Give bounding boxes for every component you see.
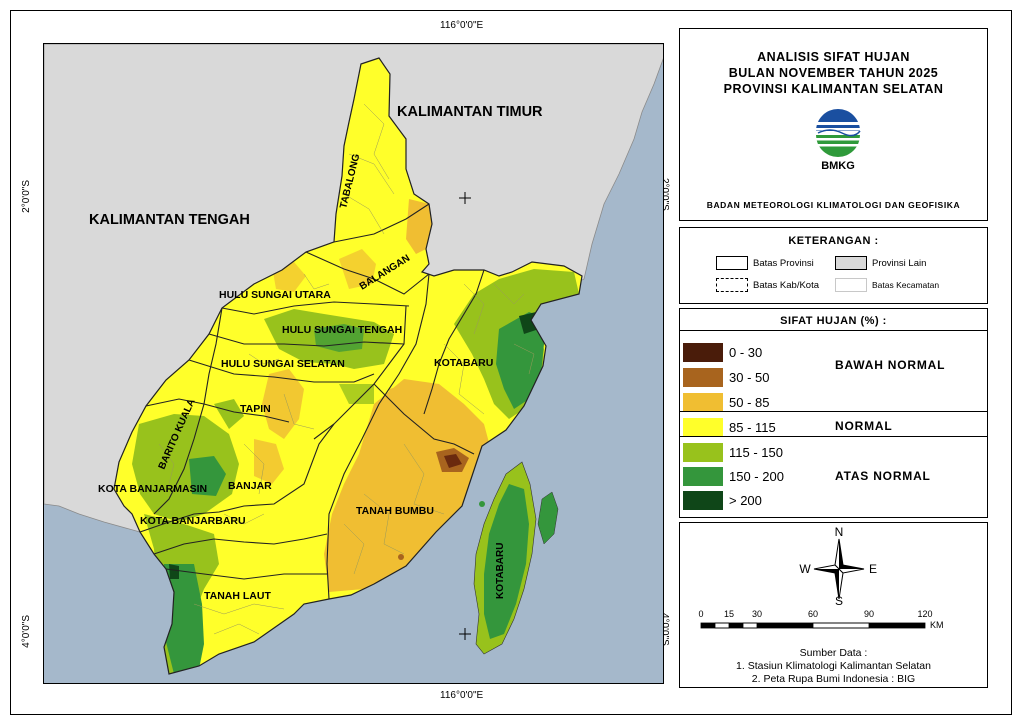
label-hulu-sungai-utara: HULU SUNGAI UTARA [219, 289, 331, 301]
scale-tick-label: 0 [698, 609, 703, 619]
batas-kecamatan-swatch [835, 278, 867, 292]
left-latitude-bottom-label: 4°0'0"S [21, 615, 32, 648]
title-panel: ANALISIS SIFAT HUJAN BULAN NOVEMBER TAHU… [679, 28, 988, 221]
scale-tick-label: 15 [724, 609, 734, 619]
legend-class-row: 0 - 30 [683, 341, 762, 363]
right-latitude-top-label: 2°0'0"S [659, 178, 670, 211]
district-boundaries [158, 103, 535, 635]
category-atas-normal: ATAS NORMAL [835, 469, 931, 483]
pulau-sebuku-island [537, 491, 559, 545]
sifat-hujan-title: SIFAT HUJAN (%) : [680, 309, 987, 331]
label-hulu-sungai-selatan: HULU SUNGAI SELATAN [221, 358, 345, 370]
legend-class-swatch [683, 417, 723, 437]
legend-class-label: 30 - 50 [729, 369, 770, 385]
label-tanah-laut: TANAH LAUT [204, 590, 271, 602]
map-title-line-3: PROVINSI KALIMANTAN SELATAN [723, 82, 944, 96]
legend-class-swatch [683, 367, 723, 387]
scale-unit: KM [930, 620, 944, 630]
sifat-hujan-panel: SIFAT HUJAN (%) : 0 - 30 30 - 50 50 - 85 85… [679, 308, 988, 518]
graticule-crosses [459, 192, 471, 640]
category-normal: NORMAL [835, 419, 893, 433]
pulau-laut-wet-zone [484, 484, 529, 639]
source-title: Sumber Data : [799, 647, 868, 659]
rainfall-map[interactable]: KALIMANTAN TIMUR KALIMANTAN TENGAH TABAL… [44, 44, 664, 684]
compass-scale-panel: N S W E 0 15 30 60 90 120 KM Sumber Data : 1.… [679, 522, 988, 688]
legend-class-swatch [683, 392, 723, 412]
legend-class-label: 115 - 150 [729, 444, 783, 460]
legend-class-row: 30 - 50 [683, 366, 769, 388]
label-tapin: TAPIN [240, 403, 271, 415]
legend-class-label: 150 - 200 [729, 468, 784, 484]
label-kota-banjarbaru: KOTA BANJARBARU [140, 515, 246, 527]
category-bawah-normal: BAWAH NORMAL [835, 358, 946, 372]
compass-s: S [835, 594, 843, 605]
map-area[interactable]: KALIMANTAN TIMUR KALIMANTAN TENGAH TABAL… [43, 43, 664, 684]
provinsi-lain-label: Provinsi Lain [872, 257, 927, 269]
legend-class-row: 50 - 85 [683, 391, 769, 413]
legend-class-label: 50 - 85 [729, 394, 770, 410]
map-title-line-1: ANALISIS SIFAT HUJAN [757, 50, 910, 64]
left-latitude-top-label: 2°0'0"S [21, 180, 32, 213]
divider-normal-bottom [680, 436, 987, 437]
legend-class-swatch [683, 342, 723, 362]
legend-class-row: 85 - 115 [683, 416, 776, 438]
batas-kabkota-swatch [716, 278, 748, 292]
legend-class-row: 115 - 150 [683, 441, 783, 463]
map-title-line-2: BULAN NOVEMBER TAHUN 2025 [728, 66, 939, 80]
label-kotabaru: KOTABARU [434, 357, 493, 369]
legend-class-row: 150 - 200 [683, 465, 784, 487]
legend-batas-kabkota: Batas Kab/Kota [716, 278, 819, 292]
legend-class-label: 85 - 115 [729, 419, 776, 435]
scale-bar: 0 15 30 60 90 120 KM [698, 609, 944, 630]
regency-boundaries [139, 203, 485, 600]
agency-name: BADAN METEOROLOGI KLIMATOLOGI DAN GEOFIS… [706, 200, 961, 210]
compass-e: E [869, 562, 877, 576]
top-longitude-label: 116°0'0"E [440, 20, 484, 31]
small-island [479, 501, 485, 507]
legend-class-row: > 200 [683, 489, 762, 511]
keterangan-panel: KETERANGAN : Batas Provinsi Provinsi Lai… [679, 227, 988, 304]
label-kota-banjarmasin: KOTA BANJARMASIN [98, 483, 207, 495]
batas-kecamatan-label: Batas Kecamatan [872, 280, 940, 290]
compass-n: N [835, 525, 844, 539]
batas-provinsi-label: Batas Provinsi [753, 257, 814, 269]
legend-class-swatch [683, 442, 723, 462]
label-kalimantan-tengah: KALIMANTAN TENGAH [89, 212, 250, 228]
legend-batas-provinsi: Batas Provinsi [716, 256, 814, 270]
source-line-1: 1. Stasiun Klimatologi Kalimantan Selata… [736, 660, 931, 672]
compass-w: W [799, 562, 811, 576]
legend-class-label: 0 - 30 [729, 344, 763, 360]
scale-tick-label: 30 [752, 609, 762, 619]
label-banjar: BANJAR [228, 480, 272, 492]
legend-provinsi-lain: Provinsi Lain [835, 256, 926, 270]
divider-normal-top [680, 411, 987, 412]
batas-kabkota-label: Batas Kab/Kota [753, 279, 820, 291]
map-frame [10, 10, 1012, 715]
bmkg-logo-icon: BMKG [816, 109, 861, 172]
keterangan-title: KETERANGAN : [788, 235, 879, 247]
batas-provinsi-swatch [716, 256, 748, 270]
scale-tick-label: 60 [808, 609, 818, 619]
legend-batas-kecamatan: Batas Kecamatan [835, 278, 939, 292]
right-latitude-bottom-label: 4°0'0"S [659, 613, 670, 646]
bottom-longitude-label: 116°0'0"E [440, 690, 484, 701]
label-kalimantan-timur: KALIMANTAN TIMUR [397, 104, 543, 120]
rainfall-zones [132, 199, 579, 674]
scale-tick-label: 120 [917, 609, 932, 619]
scale-tick-label: 90 [864, 609, 874, 619]
legend-class-swatch [683, 490, 723, 510]
label-kotabaru-island: KOTABARU [495, 543, 506, 599]
north-arrow-icon: N S W E [799, 525, 877, 605]
provinsi-lain-swatch [835, 256, 867, 270]
label-hulu-sungai-tengah: HULU SUNGAI TENGAH [282, 324, 402, 336]
bmkg-logo-text: BMKG [821, 160, 855, 172]
source-line-2: 2. Peta Rupa Bumi Indonesia : BIG [751, 673, 916, 685]
legend-class-label: > 200 [729, 492, 762, 508]
label-tanah-bumbu: TANAH BUMBU [356, 505, 434, 517]
legend-class-swatch [683, 466, 723, 486]
